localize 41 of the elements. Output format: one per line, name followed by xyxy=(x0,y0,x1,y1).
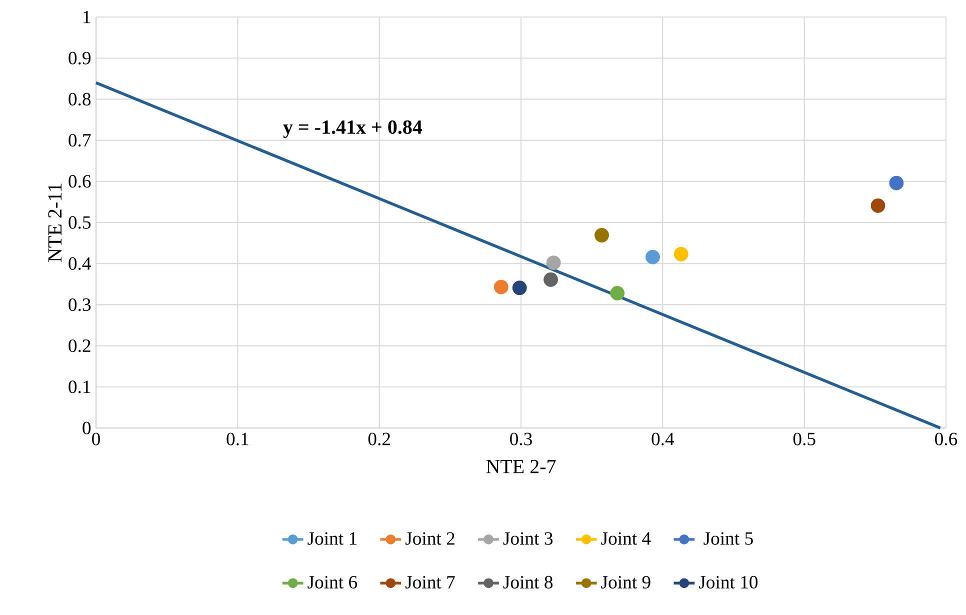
legend-label: Joint 7 xyxy=(406,576,455,589)
point xyxy=(889,176,904,190)
annotation: y = -1.41x + 0.84 xyxy=(283,120,422,138)
legend-label: Joint 6 xyxy=(308,576,358,589)
legend-label: Joint 1 xyxy=(308,532,356,545)
x-tick-label: 0.1 xyxy=(226,432,248,446)
y-tick-label: 0.8 xyxy=(68,92,91,106)
y-tick-label: 0.6 xyxy=(68,175,91,188)
y-tick-label: 0.4 xyxy=(68,257,92,270)
legend-label: Joint 8 xyxy=(503,576,553,589)
x-tick-label: 0.6 xyxy=(935,432,958,446)
point xyxy=(646,250,660,264)
x-tick-label: 0.5 xyxy=(793,432,816,446)
point xyxy=(610,286,625,300)
legend-label: Joint 3 xyxy=(503,532,553,545)
point xyxy=(512,280,527,296)
x-tick-label: 0.4 xyxy=(652,432,674,446)
legend-label: Joint 2 xyxy=(406,532,454,545)
point xyxy=(594,228,609,242)
legend-label: Joint 4 xyxy=(601,532,651,545)
y-tick-label: 0.3 xyxy=(68,298,91,312)
point xyxy=(494,280,508,294)
legend-label: Joint 9 xyxy=(601,576,650,589)
point xyxy=(674,246,688,262)
y-tick-label: 0.5 xyxy=(68,216,91,229)
x-axis-title: NTE 2-7 xyxy=(486,460,556,474)
y-tick-label: 0.1 xyxy=(68,380,90,394)
point xyxy=(870,198,886,213)
legend-label: Joint 5 xyxy=(704,532,753,545)
y-tick-label: 1 xyxy=(84,10,90,24)
y-tick-label: 0.7 xyxy=(68,134,91,147)
x-tick-label: 0.3 xyxy=(510,432,532,446)
y-axis-title: NTE 2-11 xyxy=(48,184,62,262)
y-tick-label: 0 xyxy=(82,422,91,434)
y-tick-label: 0.9 xyxy=(68,52,91,64)
x-tick-label: 0 xyxy=(92,432,100,446)
legend-label: Joint 10 xyxy=(699,576,758,589)
point xyxy=(544,272,558,287)
y-tick-label: 0.2 xyxy=(68,339,90,352)
point xyxy=(546,256,561,270)
x-tick-label: 0.2 xyxy=(368,432,390,446)
